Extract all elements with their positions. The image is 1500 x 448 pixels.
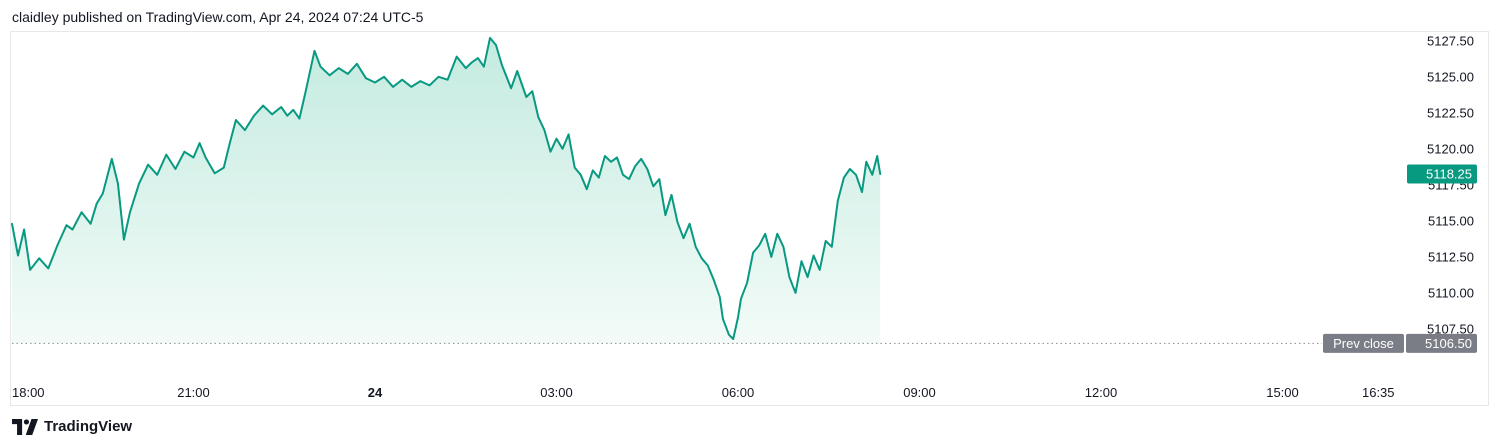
- publish-info: claidley published on TradingView.com, A…: [12, 9, 424, 25]
- y-tick-label: 5112.50: [1428, 249, 1474, 264]
- prev-close-caption: Prev close: [1333, 336, 1394, 351]
- x-tick-label: 15:00: [1266, 385, 1299, 400]
- price-area-fill: [12, 37, 881, 344]
- x-tick-label: 03:00: [540, 385, 573, 400]
- prev-close-tag: [1406, 333, 1477, 353]
- prev-close-value: 5106.50: [1425, 336, 1472, 351]
- y-tick-label: 5125.00: [1427, 69, 1474, 84]
- last-price-tag: [1407, 164, 1477, 184]
- tradingview-logo-icon: [12, 418, 38, 435]
- prev-close-caption-tag: [1323, 333, 1404, 353]
- y-tick-label: 5122.50: [1427, 105, 1474, 120]
- x-tick-label: 12:00: [1085, 385, 1118, 400]
- chart-frame: [10, 31, 1489, 406]
- price-line: [11, 36, 882, 340]
- y-tick-label: 5107.50: [1427, 321, 1474, 336]
- last-price-value: 5118.25: [1426, 167, 1472, 182]
- footer-brand[interactable]: TradingView: [12, 418, 132, 435]
- x-tick-label: 06:00: [722, 385, 755, 400]
- y-tick-label: 5120.00: [1427, 141, 1474, 156]
- y-tick-label: 5127.50: [1427, 33, 1474, 48]
- x-tick-label: 18:00: [12, 385, 45, 400]
- y-tick-label: 5110.00: [1428, 285, 1474, 300]
- x-tick-label: 21:00: [177, 385, 210, 400]
- x-tick-label: 16:35: [1362, 385, 1395, 400]
- x-tick-label: 24: [368, 385, 383, 400]
- brand-name: TradingView: [44, 418, 133, 435]
- y-tick-label: 5115.00: [1428, 213, 1474, 228]
- x-tick-label: 09:00: [903, 385, 936, 400]
